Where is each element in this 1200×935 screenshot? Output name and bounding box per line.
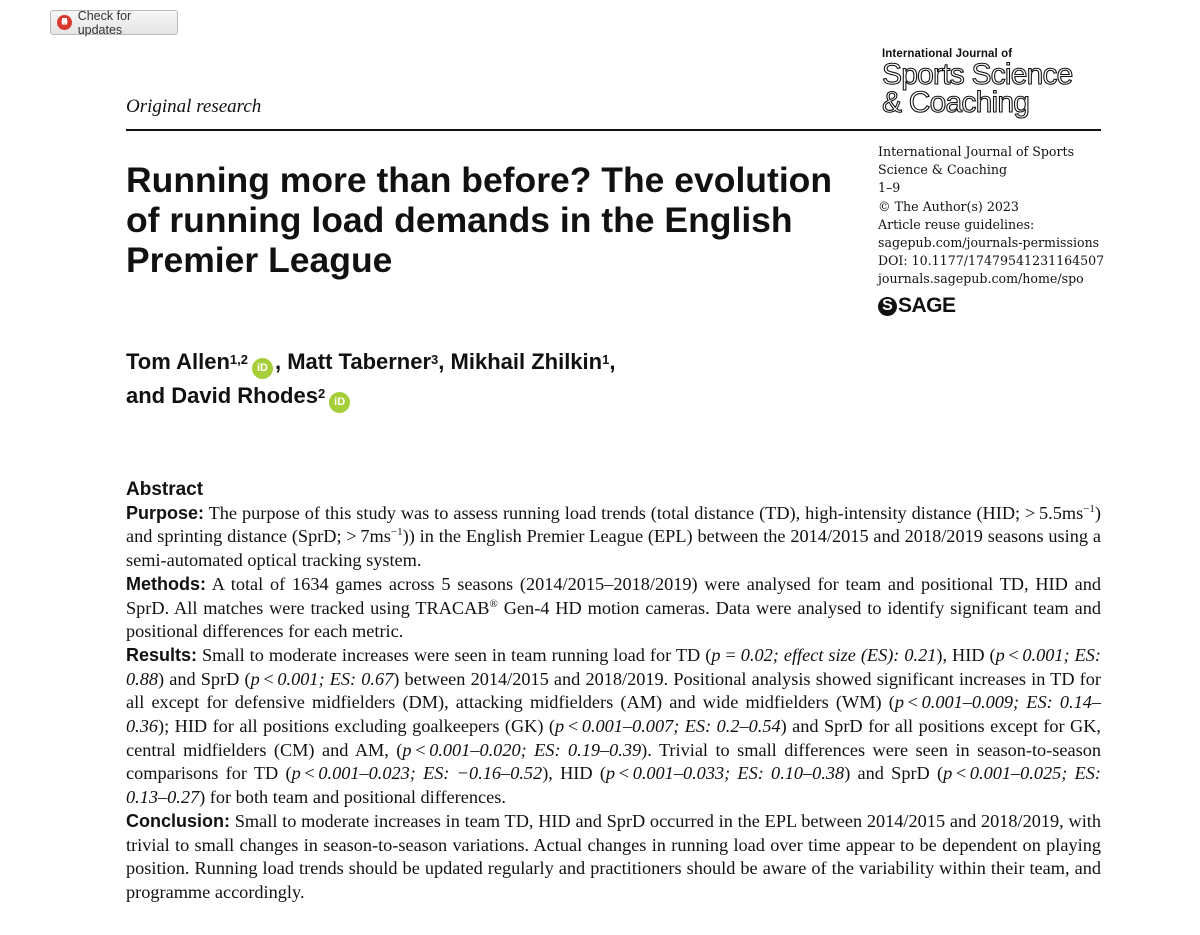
- meta-journal: International Journal of Sports Science …: [878, 144, 1075, 178]
- conclusion-label: Conclusion:: [126, 810, 230, 831]
- orcid-icon[interactable]: iD: [251, 358, 273, 379]
- sage-logo: S SAGE: [878, 294, 956, 318]
- journal-logo-line3: & Coaching: [881, 86, 1030, 119]
- author-name: Tom Allen: [126, 349, 230, 374]
- meta-permissions-link[interactable]: sagepub.com/journals-permissions: [878, 235, 1100, 251]
- article-title: Running more than before? The evolution …: [126, 160, 833, 280]
- meta-pages: 1–9: [878, 180, 901, 196]
- abstract-results: Results: Small to moderate increases wer…: [126, 644, 1101, 810]
- crossmark-icon: [57, 15, 72, 30]
- results-label: Results:: [126, 644, 198, 665]
- check-for-updates-label: Check for updates: [77, 8, 132, 37]
- author-affiliation: 3: [431, 352, 439, 367]
- conclusion-text: Small to moderate increases in team TD, …: [126, 810, 1101, 902]
- journal-logo-line2: Sports Science: [881, 58, 1073, 91]
- abstract-purpose: Purpose: The purpose of this study was t…: [126, 502, 1101, 573]
- abstract-methods: Methods: A total of 1634 games across 5 …: [126, 573, 1101, 644]
- journal-logo-line1: International Journal of: [882, 48, 1013, 60]
- sage-wordmark: SAGE: [898, 294, 956, 317]
- methods-text: A total of 1634 games across 5 seasons (…: [126, 573, 1101, 642]
- author-name: Matt Taberner: [287, 349, 432, 374]
- author-name: Mikhail Zhilkin: [450, 349, 603, 374]
- methods-label: Methods:: [126, 573, 206, 594]
- purpose-label: Purpose:: [126, 502, 205, 523]
- author-affiliation: 2: [317, 386, 326, 401]
- meta-copyright: © The Author(s) 2023: [878, 198, 1019, 214]
- meta-homepage-link[interactable]: journals.sagepub.com/home/spo: [878, 271, 1084, 287]
- results-text: Small to moderate increases were seen in…: [126, 644, 1102, 808]
- abstract: Abstract Purpose: The purpose of this st…: [126, 478, 1101, 905]
- article-type: Original research: [126, 96, 262, 117]
- author-list: Tom Allen1,2iD, Matt Taberner3, Mikhail …: [126, 345, 846, 413]
- journal-logo: International Journal of Sports Science …: [881, 48, 1102, 119]
- sage-s-icon: S: [878, 296, 897, 316]
- purpose-text: The purpose of this study was to assess …: [126, 502, 1101, 571]
- abstract-heading: Abstract: [126, 479, 204, 500]
- meta-doi[interactable]: DOI: 10.1177/17479541231164507: [878, 253, 1105, 269]
- article-metadata: International Journal of Sports Science …: [878, 143, 1105, 289]
- orcid-icon[interactable]: iD: [329, 392, 351, 413]
- header-rule: [126, 129, 1101, 131]
- abstract-conclusion: Conclusion: Small to moderate increases …: [126, 810, 1101, 905]
- author-affiliation: 1: [602, 352, 610, 367]
- meta-reuse: Article reuse guidelines:: [878, 216, 1035, 232]
- check-for-updates-button[interactable]: Check for updates: [50, 8, 178, 37]
- author-name: David Rhodes: [171, 383, 318, 408]
- author-affiliation: 1,2: [229, 352, 248, 367]
